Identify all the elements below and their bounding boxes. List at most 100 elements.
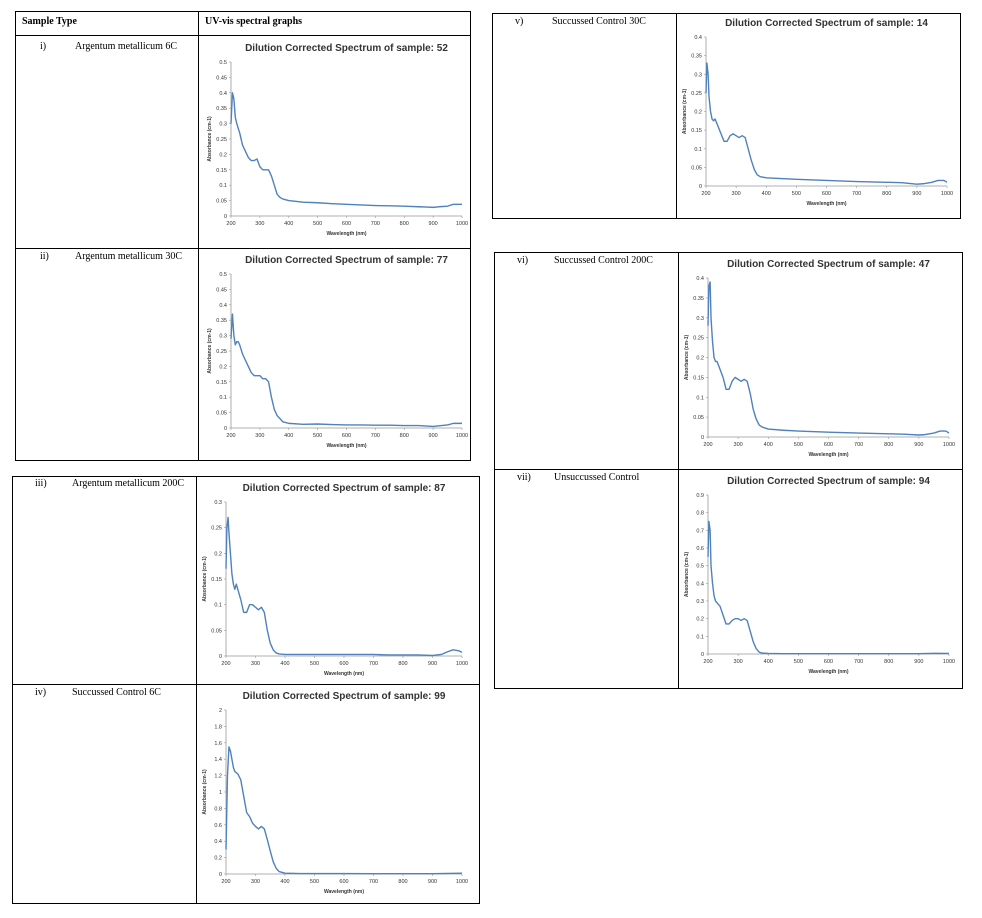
divider [12, 684, 480, 685]
x-tick-label: 700 [854, 442, 863, 448]
y-tick-label: 0.25 [211, 526, 222, 532]
y-tick-label: 0 [699, 184, 702, 190]
spectrum-chart-47: Dilution Corrected Spectrum of sample: 4… [684, 259, 955, 458]
y-tick-label: 0.15 [691, 128, 702, 134]
table-left-top [15, 11, 471, 461]
x-tick-label: 800 [398, 879, 407, 885]
y-axis-label: Absorbance (cm-1) [202, 769, 208, 815]
y-tick-label: 0.5 [219, 272, 227, 278]
row-number: iii) [35, 478, 47, 489]
y-tick-label: 0 [219, 872, 222, 878]
divider [15, 35, 471, 36]
x-tick-label: 900 [914, 659, 923, 665]
y-tick-label: 0.2 [214, 856, 222, 862]
y-tick-label: 0.25 [216, 137, 227, 143]
y-tick-label: 0 [224, 426, 227, 432]
y-tick-label: 0.2 [214, 551, 222, 557]
row-label: Succussed Control 200C [554, 255, 653, 266]
series-line [705, 62, 948, 185]
series-line [230, 313, 462, 428]
divider [198, 11, 199, 461]
x-tick-label: 900 [428, 661, 437, 667]
x-tick-label: 500 [794, 659, 803, 665]
x-tick-label: 500 [310, 879, 319, 885]
x-tick-label: 200 [226, 433, 235, 439]
x-tick-label: 700 [369, 879, 378, 885]
y-tick-label: 0.9 [696, 493, 704, 499]
y-tick-label: 1 [219, 790, 222, 796]
spectrum-chart-99: Dilution Corrected Spectrum of sample: 9… [202, 691, 468, 895]
spectrum-chart-94: Dilution Corrected Spectrum of sample: 9… [684, 476, 955, 675]
x-tick-label: 700 [369, 661, 378, 667]
x-tick-label: 200 [701, 191, 710, 197]
y-tick-label: 0.05 [691, 165, 702, 171]
y-tick-label: 0.3 [219, 122, 227, 128]
y-tick-label: 0.4 [696, 276, 704, 282]
x-axis-label: Wavelength (nm) [806, 201, 846, 207]
y-tick-label: 0 [219, 654, 222, 660]
x-tick-label: 500 [794, 442, 803, 448]
x-tick-label: 200 [226, 221, 235, 227]
x-tick-label: 500 [313, 221, 322, 227]
x-tick-label: 500 [310, 661, 319, 667]
x-tick-label: 200 [703, 659, 712, 665]
y-tick-label: 0.7 [696, 528, 704, 534]
y-tick-label: 0.35 [693, 296, 704, 302]
y-tick-label: 0.5 [219, 60, 227, 66]
y-tick-label: 0.3 [214, 500, 222, 506]
y-tick-label: 0.35 [691, 54, 702, 60]
y-tick-label: 0.45 [216, 75, 227, 81]
x-tick-label: 800 [884, 659, 893, 665]
y-tick-label: 0.3 [694, 72, 702, 78]
y-tick-label: 0.4 [219, 91, 227, 97]
table-right-bottom [494, 252, 963, 689]
header-sample-type: Sample Type [22, 16, 77, 27]
y-tick-label: 1.6 [214, 741, 222, 747]
x-tick-label: 300 [251, 661, 260, 667]
y-tick-label: 0.35 [216, 106, 227, 112]
y-tick-label: 0.15 [211, 577, 222, 583]
y-tick-label: 0.1 [694, 147, 702, 153]
y-tick-label: 1.8 [214, 724, 222, 730]
header-spectral-graphs: UV-vis spectral graphs [205, 16, 303, 27]
series-line [707, 520, 950, 655]
x-tick-label: 600 [342, 221, 351, 227]
x-tick-label: 700 [371, 433, 380, 439]
y-tick-label: 0.15 [216, 380, 227, 386]
x-tick-label: 500 [313, 433, 322, 439]
y-tick-label: 0.5 [696, 564, 704, 570]
y-tick-label: 0.35 [216, 318, 227, 324]
chart-title: Dilution Corrected Spectrum of sample: 1… [725, 18, 928, 29]
x-tick-label: 400 [280, 661, 289, 667]
y-tick-label: 0.8 [696, 511, 704, 517]
x-tick-label: 300 [255, 433, 264, 439]
x-tick-label: 1000 [941, 191, 953, 197]
row-number: ii) [40, 251, 49, 262]
x-tick-label: 800 [882, 191, 891, 197]
y-axis-label: Absorbance (cm-1) [207, 116, 213, 162]
x-tick-label: 1000 [456, 433, 468, 439]
y-axis-label: Absorbance (cm-1) [202, 556, 208, 602]
x-tick-label: 600 [342, 433, 351, 439]
row-number: vii) [517, 472, 531, 483]
divider [196, 476, 197, 904]
y-tick-label: 0.2 [219, 152, 227, 158]
series-line [230, 92, 462, 209]
y-tick-label: 0.1 [214, 603, 222, 609]
table-left-bottom [12, 476, 480, 904]
x-tick-label: 800 [884, 442, 893, 448]
x-tick-label: 900 [429, 433, 438, 439]
x-axis-label: Wavelength (nm) [808, 669, 848, 675]
x-tick-label: 700 [852, 191, 861, 197]
x-tick-label: 300 [251, 879, 260, 885]
y-tick-label: 0.15 [216, 168, 227, 174]
x-axis-label: Wavelength (nm) [324, 671, 364, 677]
y-tick-label: 0.15 [693, 375, 704, 381]
y-tick-label: 0.6 [696, 546, 704, 552]
row-label: Succussed Control 30C [552, 16, 646, 27]
x-tick-label: 300 [734, 442, 743, 448]
y-tick-label: 0.05 [211, 628, 222, 634]
divider [15, 248, 471, 249]
y-tick-label: 0.25 [693, 336, 704, 342]
y-axis-label: Absorbance (cm-1) [684, 335, 690, 381]
